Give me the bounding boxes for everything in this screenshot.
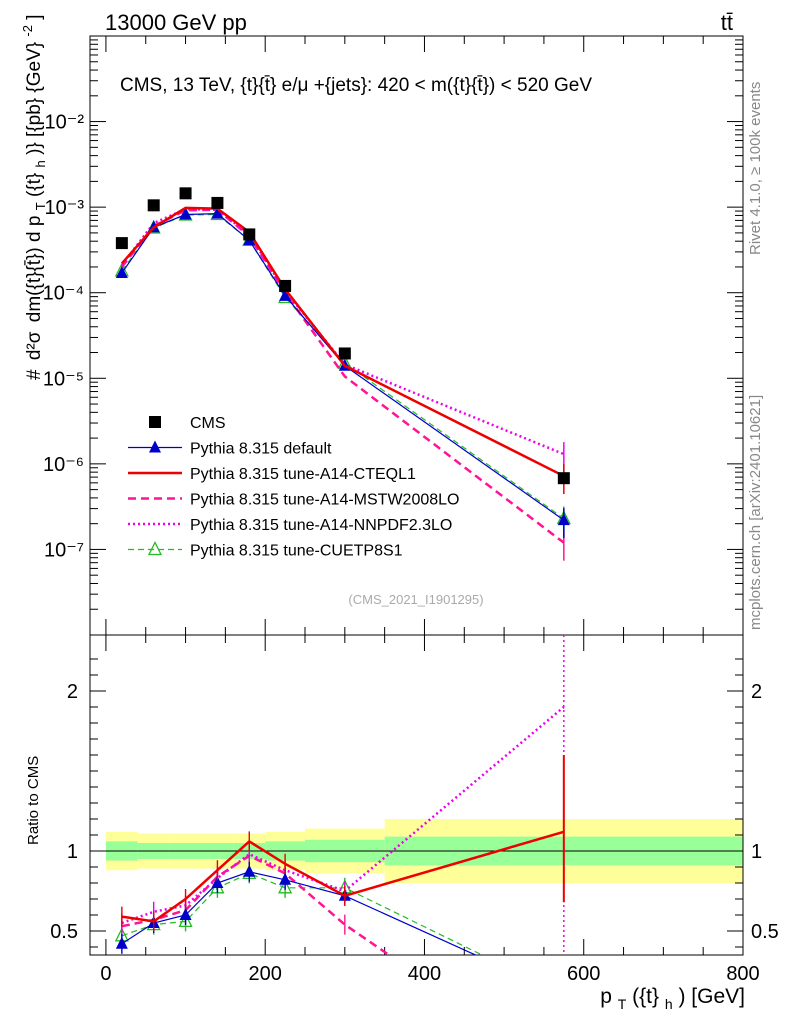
main-ytick-label: 10⁻⁶ [43, 454, 84, 476]
legend-nnpdf-label: Pythia 8.315 tune-A14-NNPDF2.3LO [190, 517, 452, 534]
legend-default-point [149, 440, 161, 453]
default-point [211, 876, 224, 888]
x-tick-label: 0 [100, 963, 111, 985]
xlabel-sub-T: T [618, 996, 627, 1012]
rivet-label: Rivet 4.1.0, ≥ 100k events [747, 82, 764, 255]
cms-point [179, 187, 192, 200]
ylabel-part-t: ({t} [24, 173, 45, 197]
header-right: tt̄ [721, 10, 733, 35]
ratio-frame [89, 634, 744, 956]
main-ylabel: # d²σ dm({t}{t̄}) d p T ({t} h )} [{pb} … [16, 14, 50, 380]
main-ytick-label: 10⁻⁷ [44, 539, 84, 561]
ylabel-close: ] [24, 14, 45, 19]
main-frame [89, 35, 744, 636]
ylabel-sub-t: T [33, 202, 48, 210]
legend: CMS Pythia 8.315 default Pythia 8.315 tune… [128, 415, 459, 560]
default-point [211, 206, 224, 219]
mstw-ratio-line [121, 854, 392, 955]
ylabel-denominator: dm({t}{t̄}) d p [24, 216, 45, 323]
main-title: CMS, 13 TeV, {t}{t̄} e/μ +{jets}: 420 < … [120, 75, 592, 96]
cms-point [243, 228, 256, 241]
xlabel-p: p [600, 985, 612, 1008]
default-point [179, 908, 192, 920]
cms-point [279, 279, 292, 292]
ratio-ytick-label-right: 2 [751, 681, 762, 703]
main-panel: 10⁻² 10⁻³ 10⁻⁴ 10⁻⁵ 10⁻⁶ 10⁻⁷ [43, 35, 744, 955]
legend-cms-label: CMS [190, 415, 226, 432]
xlabel-gev: ) [GeV] [678, 985, 745, 1008]
main-ytick-label: 10⁻⁴ [43, 283, 84, 305]
xlabel-t: ({t} [632, 985, 659, 1008]
main-ytick-label: 10⁻³ [45, 197, 85, 219]
default-point [115, 936, 128, 949]
ratio-ytick-label-right: 1 [751, 841, 762, 863]
cuetp8s1-ratio-line [121, 872, 484, 955]
cteql1-main-line [120, 206, 565, 478]
ratio-ylabel: Ratio to CMS [25, 756, 42, 845]
legend-default-label: Pythia 8.315 default [190, 441, 332, 458]
x-tick-label: 400 [408, 963, 441, 985]
ratio-ytick-label: 0.5 [50, 921, 78, 943]
cteql1-ratio-line [121, 830, 565, 923]
ylabel-sub-h: h [33, 160, 48, 167]
cuetp8s1-point [278, 879, 293, 894]
default-ratio-line [121, 871, 477, 955]
cuetp8s1-point [178, 912, 193, 928]
default-point [279, 872, 292, 885]
ratio-curves [114, 635, 565, 955]
default-point [557, 513, 570, 526]
cms-point [115, 237, 128, 250]
nnpdf-ratio-line [121, 706, 565, 925]
cms-point [557, 472, 570, 485]
nnpdf-main-line [120, 207, 565, 456]
ratio-ytick-label-right: 0.5 [751, 921, 779, 943]
mcplots-label: mcplots.cern.ch [arXiv:2401.10621] [747, 395, 764, 630]
ratio-ytick-label: 2 [67, 681, 78, 703]
legend-cms-marker [149, 416, 161, 428]
xlabel-sub-h: h [665, 996, 673, 1012]
main-ytick-label: 10⁻⁵ [43, 368, 84, 390]
svg-text:# d²σ dm({t}{t̄}): # d²σ dm({t}{t̄}) d p T ({t} h )} [{pb} … [16, 14, 50, 380]
ylabel-sup: -2 [20, 25, 35, 37]
ylabel-hash: # [24, 369, 45, 380]
cms-point [147, 199, 160, 212]
x-axis-label: p T ({t} h ) [GeV] [600, 985, 745, 1014]
main-ytick-label: 10⁻² [45, 112, 85, 134]
default-point [115, 265, 128, 278]
x-tick-label: 200 [249, 963, 282, 985]
default-point [243, 864, 256, 877]
analysis-annotation: (CMS_2021_I1901295) [348, 592, 483, 607]
x-tick-label: 800 [726, 963, 759, 985]
default-point [179, 207, 192, 220]
cms-point [338, 347, 351, 360]
cms-point [211, 196, 224, 209]
main-curves [114, 187, 571, 561]
ylabel-numerator: d²σ [24, 331, 45, 360]
header-left: 13000 GeV pp [105, 10, 247, 35]
default-point [279, 288, 292, 301]
x-tick-label: 600 [567, 963, 600, 985]
ratio-ytick-label: 1 [67, 841, 78, 863]
legend-cuetp8s1-label: Pythia 8.315 tune-CUETP8S1 [190, 543, 403, 560]
legend-cteql1-label: Pythia 8.315 tune-A14-CTEQL1 [190, 466, 416, 483]
legend-mstw-label: Pythia 8.315 tune-A14-MSTW2008LO [190, 492, 459, 509]
ratio-panel: 0.5 0.5 1 1 2 2 0 200 400 600 800 [50, 634, 779, 985]
legend-cuetp8s1-point [147, 541, 163, 556]
ylabel-units: )} [{pb} {GeV} [24, 42, 45, 155]
